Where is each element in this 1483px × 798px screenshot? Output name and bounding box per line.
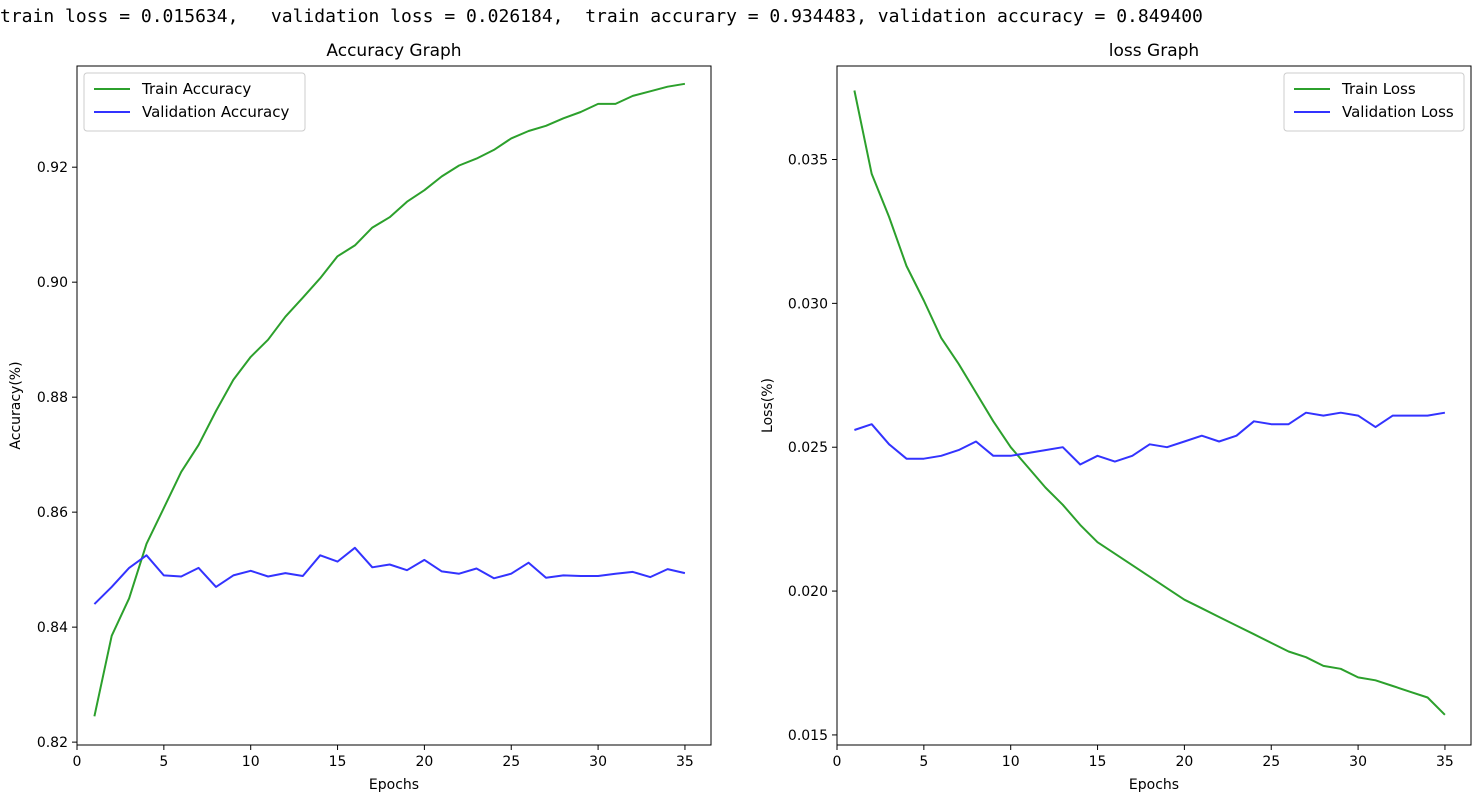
series-line-validation-loss [854, 411, 1446, 466]
metrics-summary: train loss = 0.015634, validation loss =… [0, 6, 1203, 27]
x-tick-label: 0 [833, 754, 842, 770]
x-tick-label: 35 [676, 754, 694, 770]
x-tick-label: 15 [1089, 754, 1107, 770]
x-tick-label: 25 [1262, 754, 1280, 770]
legend-box [1283, 72, 1465, 132]
legend-box [83, 72, 306, 132]
x-tick-label: 0 [73, 754, 82, 770]
y-tick-label: 0.025 [788, 440, 828, 456]
y-tick-label: 0.035 [788, 153, 828, 169]
chart-loss: loss Graph 0 5 10 15 20 25 30 35 0.015 0.020 0.025 0… [760, 41, 1472, 793]
y-tick-label: 0.90 [37, 275, 68, 291]
legend-label: Validation Accuracy [142, 103, 289, 121]
x-tick-label: 10 [242, 754, 260, 770]
legend: Train Loss Validation Loss [1283, 72, 1465, 132]
series-line-train-accuracy [93, 82, 686, 717]
x-axis-label: Epochs [369, 777, 419, 793]
y-axis-label: Accuracy(%) [8, 361, 24, 449]
y-tick-label: 0.015 [788, 728, 828, 744]
plot-frame [836, 65, 1472, 746]
x-tick-label: 15 [329, 754, 347, 770]
legend: Train Accuracy Validation Accuracy [83, 72, 306, 132]
y-tick-label: 0.88 [37, 390, 68, 406]
legend-label: Validation Loss [1342, 103, 1454, 121]
x-tick-label: 5 [919, 754, 928, 770]
x-tick-label: 20 [1175, 754, 1193, 770]
y-tick-label: 0.92 [37, 160, 68, 176]
legend-label: Train Accuracy [141, 80, 251, 98]
y-tick-label: 0.84 [37, 620, 68, 636]
x-tick-label: 20 [415, 754, 433, 770]
legend-label: Train Loss [1341, 80, 1416, 98]
y-tick-label: 0.030 [788, 296, 828, 312]
y-tick-label: 0.86 [37, 505, 68, 521]
series-line-train-loss [853, 90, 1446, 716]
x-tick-label: 10 [1002, 754, 1020, 770]
x-axis-label: Epochs [1129, 777, 1179, 793]
x-tick-label: 35 [1436, 754, 1454, 770]
x-tick-label: 5 [159, 754, 168, 770]
y-tick-label: 0.020 [788, 584, 828, 600]
x-tick-label: 30 [1349, 754, 1367, 770]
x-tick-label: 25 [502, 754, 520, 770]
y-tick-label: 0.82 [37, 735, 68, 751]
plot-frame [76, 65, 712, 746]
chart-title: Accuracy Graph [326, 41, 461, 61]
chart-title: loss Graph [1109, 41, 1199, 61]
y-axis-label: Loss(%) [760, 378, 776, 433]
x-tick-label: 30 [589, 754, 607, 770]
chart-accuracy: Accuracy Graph 0 5 10 15 20 25 30 35 0.82 0.84 0.86… [8, 41, 712, 793]
series-line-validation-accuracy [93, 546, 686, 605]
